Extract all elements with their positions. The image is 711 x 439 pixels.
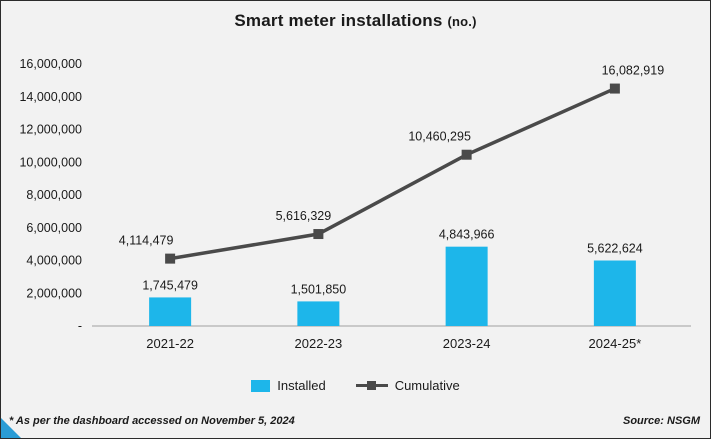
- y-tick-label: 16,000,000: [19, 57, 82, 71]
- footnote-asterisk: * As per the dashboard accessed on Novem…: [9, 415, 295, 427]
- x-category-label: 2021-22: [146, 336, 194, 351]
- cumulative-value-label: 10,460,295: [408, 130, 471, 144]
- y-tick-label: 10,000,000: [19, 155, 82, 169]
- cumulative-marker: [313, 229, 324, 240]
- y-tick-label: 2,000,000: [26, 286, 82, 300]
- y-tick-label: 4,000,000: [26, 254, 82, 268]
- cumulative-marker: [165, 253, 176, 264]
- legend-item-installed: Installed: [251, 378, 326, 393]
- chart-title-main: Smart meter installations: [234, 11, 443, 30]
- bar-installed: [297, 301, 340, 326]
- x-category-label: 2022-23: [295, 336, 343, 351]
- chart-area: - 2,000,000 4,000,000 6,000,000 8,000,000 10,…: [1, 36, 710, 351]
- bar-value-label: 4,843,966: [439, 228, 495, 242]
- cumulative-value-label: 4,114,479: [119, 234, 174, 248]
- cumulative-marker: [609, 83, 620, 94]
- chart-title-unit: (no.): [447, 14, 477, 29]
- bar-value-label: 1,501,850: [291, 282, 347, 296]
- legend: Installed Cumulative: [1, 378, 710, 393]
- bar-value-label: 5,622,624: [587, 242, 643, 256]
- y-tick-label: 8,000,000: [26, 188, 82, 202]
- bar-installed: [149, 297, 192, 326]
- cumulative-marker: [461, 149, 472, 160]
- y-tick-label: 6,000,000: [26, 221, 82, 235]
- x-category-label: 2023-24: [443, 336, 491, 351]
- cumulative-line: [169, 86, 616, 261]
- cumulative-value-label: 5,616,329: [276, 209, 332, 223]
- y-tick-label: 12,000,000: [19, 123, 82, 137]
- cumulative-line-marker-icon: [355, 381, 388, 390]
- corner-triangle-decoration: [1, 418, 21, 438]
- source-credit: Source: NSGM: [622, 415, 700, 427]
- cumulative-value-label: 16,082,919: [602, 64, 665, 78]
- y-tick-label: -: [78, 319, 82, 333]
- bar-installed: [445, 246, 488, 326]
- legend-label-cumulative: Cumulative: [394, 378, 460, 393]
- installed-swatch-icon: [251, 379, 271, 392]
- footnotes: * As per the dashboard accessed on Novem…: [9, 415, 700, 427]
- bar-installed: [593, 260, 636, 326]
- legend-label-installed: Installed: [277, 378, 326, 393]
- chart-title: Smart meter installations (no.): [1, 11, 710, 31]
- legend-item-cumulative: Cumulative: [355, 378, 460, 393]
- x-category-label: 2024-25*: [588, 336, 641, 351]
- bar-value-label: 1,745,479: [142, 278, 198, 292]
- chart-canvas: - 2,000,000 4,000,000 6,000,000 8,000,000 10,…: [19, 57, 691, 351]
- y-tick-label: 14,000,000: [19, 90, 82, 104]
